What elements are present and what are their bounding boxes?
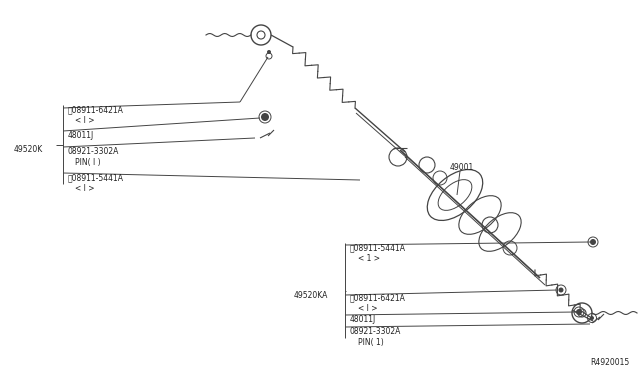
Circle shape bbox=[590, 316, 594, 320]
Text: 49520K: 49520K bbox=[14, 145, 44, 154]
Text: < I >: < I > bbox=[75, 184, 95, 193]
Text: ⓝ08911-6421A: ⓝ08911-6421A bbox=[350, 293, 406, 302]
Text: ⓝ08911-6421A: ⓝ08911-6421A bbox=[68, 105, 124, 114]
Circle shape bbox=[590, 239, 596, 245]
Circle shape bbox=[261, 113, 269, 121]
Text: 48011J: 48011J bbox=[68, 131, 94, 140]
Text: < I >: < I > bbox=[75, 116, 95, 125]
Text: 08921-3302A: 08921-3302A bbox=[350, 327, 401, 336]
Text: PIN( I ): PIN( I ) bbox=[75, 158, 100, 167]
Circle shape bbox=[576, 309, 582, 315]
Text: R4920015: R4920015 bbox=[590, 358, 629, 367]
Circle shape bbox=[267, 50, 271, 54]
Text: 48011J: 48011J bbox=[350, 315, 376, 324]
Text: ⓝ08911-5441A: ⓝ08911-5441A bbox=[350, 243, 406, 252]
Text: ⓝ08911-5441A: ⓝ08911-5441A bbox=[68, 173, 124, 182]
Text: < 1 >: < 1 > bbox=[358, 254, 380, 263]
Text: PIN( 1): PIN( 1) bbox=[358, 338, 384, 347]
Text: 08921-3302A: 08921-3302A bbox=[68, 147, 120, 156]
Circle shape bbox=[559, 288, 563, 292]
Text: < I >: < I > bbox=[358, 304, 378, 313]
Text: 49520KA: 49520KA bbox=[294, 291, 328, 300]
Text: 49001: 49001 bbox=[450, 163, 474, 172]
